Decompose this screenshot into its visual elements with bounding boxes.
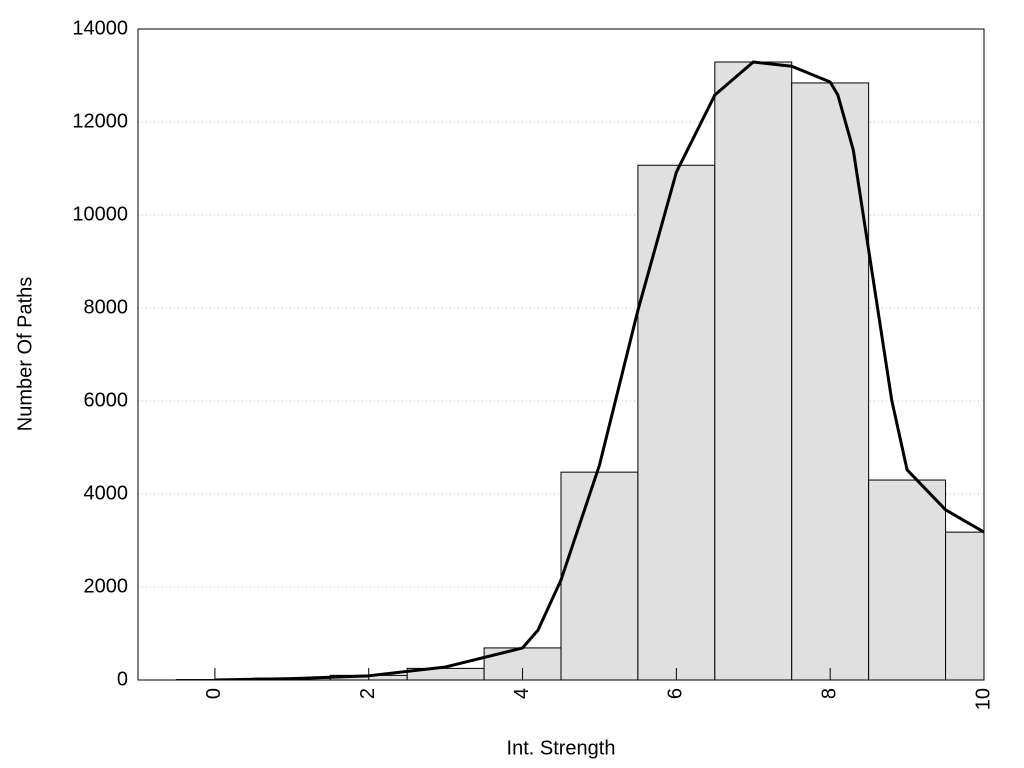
y-tick-label: 6000 (84, 389, 129, 411)
y-tick-label: 12000 (72, 110, 128, 132)
x-tick-label: 8 (818, 688, 840, 699)
density-line (214, 60, 984, 680)
plot-frame (137, 28, 985, 681)
y-tick-label: 0 (117, 668, 128, 690)
y-tick-label: 10000 (72, 203, 128, 225)
x-tick-label: 10 (972, 688, 994, 710)
x-tick-label: 2 (357, 688, 379, 699)
bar (714, 61, 793, 680)
y-tick-label: 4000 (84, 482, 129, 504)
x-axis-label: Int. Strength (507, 737, 616, 759)
y-tick-label: 2000 (84, 575, 129, 597)
y-tick-label: 8000 (84, 296, 129, 318)
bar (560, 471, 639, 680)
y-tick-label: 14000 (72, 17, 128, 39)
bar (791, 82, 870, 680)
plot-area (175, 60, 984, 680)
x-tick-label: 6 (665, 688, 687, 699)
x-tick-label: 4 (511, 688, 533, 699)
x-tick-label: 0 (203, 688, 225, 699)
axes: 0 2000 4000 6000 8000 10000 12000 14000 0 2 4 6 8 10 (72, 17, 994, 710)
bar (945, 531, 984, 680)
bar (868, 479, 947, 680)
y-axis-label: Number Of Paths (14, 277, 36, 432)
bar (637, 164, 716, 680)
